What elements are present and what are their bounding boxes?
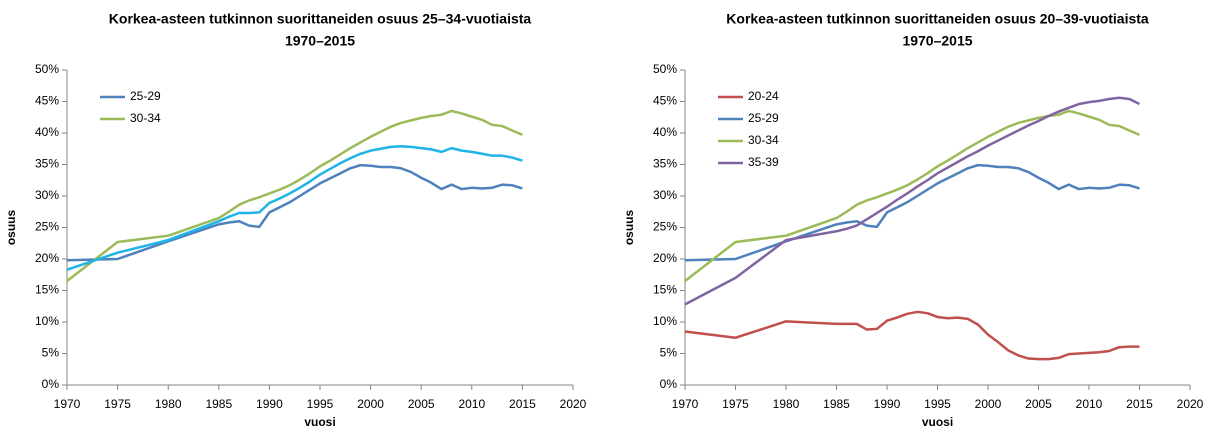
x-axis-title: vuosi	[304, 415, 335, 429]
series-line	[684, 310, 1140, 361]
legend-label: 25-29	[748, 111, 779, 125]
x-tick-label: 2010	[458, 397, 485, 411]
x-axis-title: vuosi	[922, 415, 953, 429]
x-tick-label: 2020	[560, 397, 587, 411]
chart: Korkea-asteen tutkinnon suorittaneiden o…	[4, 11, 586, 429]
y-tick-label: 45%	[35, 94, 59, 108]
x-tick-label: 2015	[1126, 397, 1153, 411]
y-axis-title: osuus	[622, 210, 636, 246]
y-tick-label: 30%	[653, 188, 677, 202]
chart-title: Korkea-asteen tutkinnon suorittaneiden o…	[726, 11, 1149, 27]
x-tick-label: 1990	[874, 397, 901, 411]
series-line	[66, 144, 523, 271]
y-tick-label: 15%	[35, 283, 59, 297]
x-tick-label: 1975	[722, 397, 749, 411]
x-tick-label: 1990	[256, 397, 283, 411]
series-line	[684, 163, 1140, 262]
legend-label: 20-24	[748, 89, 779, 103]
legend-label: 30-34	[130, 111, 161, 125]
x-tick-label: 2000	[975, 397, 1002, 411]
x-tick-label: 1980	[773, 397, 800, 411]
legend-label: 35-39	[748, 155, 779, 169]
x-tick-label: 2010	[1076, 397, 1103, 411]
chart: Korkea-asteen tutkinnon suorittaneiden o…	[622, 11, 1203, 429]
x-tick-label: 1975	[104, 397, 131, 411]
y-tick-label: 50%	[653, 62, 677, 76]
x-tick-label: 2020	[1177, 397, 1204, 411]
chart-title: 1970–2015	[902, 33, 972, 49]
chart-title: 1970–2015	[285, 33, 355, 49]
y-tick-label: 25%	[35, 220, 59, 234]
y-tick-label: 25%	[653, 220, 677, 234]
x-tick-label: 1995	[924, 397, 951, 411]
x-tick-label: 1985	[823, 397, 850, 411]
y-tick-label: 35%	[35, 157, 59, 171]
legend-label: 30-34	[748, 133, 779, 147]
y-tick-label: 20%	[653, 251, 677, 265]
series-line	[66, 109, 523, 283]
x-tick-label: 2015	[509, 397, 536, 411]
y-tick-label: 45%	[653, 94, 677, 108]
y-tick-label: 50%	[35, 62, 59, 76]
x-tick-label: 1980	[155, 397, 182, 411]
series-line	[684, 96, 1141, 306]
x-tick-label: 1995	[307, 397, 334, 411]
y-tick-label: 0%	[42, 377, 60, 391]
y-tick-label: 5%	[660, 346, 678, 360]
y-tick-label: 5%	[42, 346, 60, 360]
x-tick-label: 1970	[672, 397, 699, 411]
y-tick-label: 0%	[660, 377, 678, 391]
y-tick-label: 40%	[653, 125, 677, 139]
x-tick-label: 1970	[54, 397, 81, 411]
legend-label: 25-29	[130, 89, 161, 103]
series-line	[66, 163, 523, 262]
y-tick-label: 20%	[35, 251, 59, 265]
x-tick-label: 2000	[357, 397, 384, 411]
x-tick-label: 1985	[205, 397, 232, 411]
x-tick-label: 2005	[408, 397, 435, 411]
series-line	[684, 109, 1141, 283]
y-tick-label: 30%	[35, 188, 59, 202]
y-tick-label: 35%	[653, 157, 677, 171]
y-tick-label: 15%	[653, 283, 677, 297]
chart-title: Korkea-asteen tutkinnon suorittaneiden o…	[109, 11, 532, 27]
y-tick-label: 40%	[35, 125, 59, 139]
y-axis-title: osuus	[4, 210, 18, 246]
y-tick-label: 10%	[35, 314, 59, 328]
x-tick-label: 2005	[1025, 397, 1052, 411]
y-tick-label: 10%	[653, 314, 677, 328]
